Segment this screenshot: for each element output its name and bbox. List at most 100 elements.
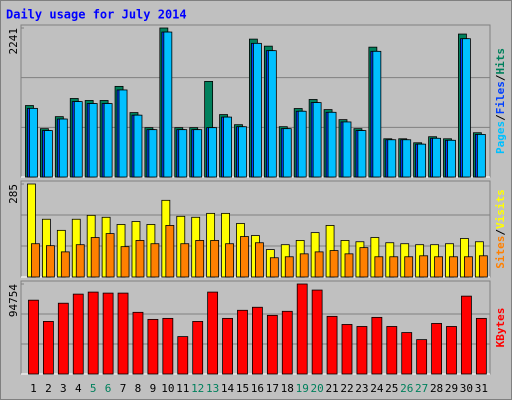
- bar: [225, 243, 234, 278]
- legend-entry: KBytes: [494, 308, 507, 348]
- bar: [475, 317, 487, 375]
- bar: [464, 256, 473, 278]
- x-tick-label: 2: [45, 382, 52, 395]
- bar: [135, 240, 145, 278]
- bar: [387, 139, 397, 178]
- bar: [449, 256, 458, 278]
- bar: [282, 128, 292, 178]
- bar: [208, 127, 218, 178]
- bar: [193, 129, 203, 178]
- bar: [312, 102, 322, 178]
- bar: [284, 256, 294, 278]
- bar: [207, 291, 219, 375]
- bar: [371, 316, 383, 375]
- bar: [177, 336, 189, 375]
- bar: [29, 107, 38, 178]
- bar: [416, 339, 428, 375]
- bar: [461, 295, 472, 375]
- x-tick-label: 23: [355, 382, 368, 395]
- y-tick-label: 285: [7, 184, 20, 204]
- legend-separator: /: [494, 114, 507, 121]
- bar: [419, 255, 429, 278]
- bar: [344, 253, 354, 278]
- bar: [238, 126, 247, 178]
- bar: [88, 103, 98, 178]
- x-tick-label: 31: [475, 382, 488, 395]
- bar: [476, 134, 486, 178]
- bar: [117, 292, 129, 375]
- bar: [417, 143, 427, 178]
- bar: [372, 50, 382, 178]
- y-tick-label: 2241: [7, 28, 20, 55]
- bar: [31, 243, 40, 278]
- bar: [462, 38, 471, 178]
- bar: [314, 251, 324, 278]
- bar: [431, 323, 442, 375]
- bar: [374, 256, 384, 278]
- bar: [75, 244, 85, 278]
- bar: [478, 255, 488, 278]
- x-tick-label: 25: [385, 382, 398, 395]
- bar: [73, 101, 83, 178]
- legend-separator: /: [494, 229, 507, 236]
- bar: [180, 243, 190, 278]
- bar: [162, 317, 174, 375]
- legend-entry: Hits: [494, 48, 507, 75]
- bar: [327, 111, 337, 178]
- bar: [237, 309, 248, 375]
- y-tick-label: 94754: [7, 284, 20, 317]
- x-tick-label: 21: [325, 382, 338, 395]
- x-tick-label: 16: [251, 382, 264, 395]
- bar: [342, 121, 352, 178]
- bar: [148, 129, 158, 178]
- bar: [281, 310, 293, 375]
- bar: [357, 130, 367, 178]
- x-tick-label: 30: [460, 382, 473, 395]
- legend-separator: /: [494, 74, 507, 81]
- bar: [105, 233, 115, 278]
- legend-entry: Pages: [494, 121, 507, 154]
- bar: [267, 50, 277, 178]
- bar: [72, 293, 84, 375]
- legend: KBytes: [494, 308, 507, 348]
- bar: [329, 250, 339, 278]
- bar: [356, 326, 368, 375]
- legend-entry: Visits: [494, 189, 507, 229]
- bar: [434, 256, 443, 278]
- bar: [386, 326, 398, 375]
- x-tick-label: 28: [430, 382, 443, 395]
- x-tick-label: 29: [445, 382, 458, 395]
- bar: [296, 283, 308, 375]
- bar: [252, 306, 263, 375]
- x-tick-label: 13: [206, 382, 219, 395]
- bar: [165, 225, 175, 278]
- bar: [43, 130, 53, 178]
- x-tick-label: 8: [135, 382, 142, 395]
- bar: [401, 332, 413, 375]
- bar: [299, 253, 309, 278]
- x-tick-label: 12: [191, 382, 204, 395]
- bar: [447, 139, 456, 178]
- x-tick-label: 15: [236, 382, 249, 395]
- x-tick-label: 7: [120, 382, 127, 395]
- x-tick-label: 18: [281, 382, 294, 395]
- bar: [118, 89, 128, 178]
- bar: [210, 240, 220, 278]
- x-tick-label: 9: [150, 382, 157, 395]
- bar: [359, 247, 369, 278]
- bar: [266, 314, 278, 375]
- x-tick-label: 26: [400, 382, 413, 395]
- bar: [58, 118, 68, 178]
- bar: [87, 291, 99, 375]
- bar: [389, 256, 399, 278]
- bar: [222, 317, 233, 375]
- bar: [269, 257, 279, 278]
- bar: [103, 103, 113, 178]
- bar: [178, 129, 188, 178]
- legend: Pages/Files/Hits: [494, 48, 507, 154]
- bar: [311, 289, 323, 375]
- bar: [192, 321, 204, 375]
- bar: [255, 242, 264, 278]
- legend: Sites/Visits: [494, 189, 507, 269]
